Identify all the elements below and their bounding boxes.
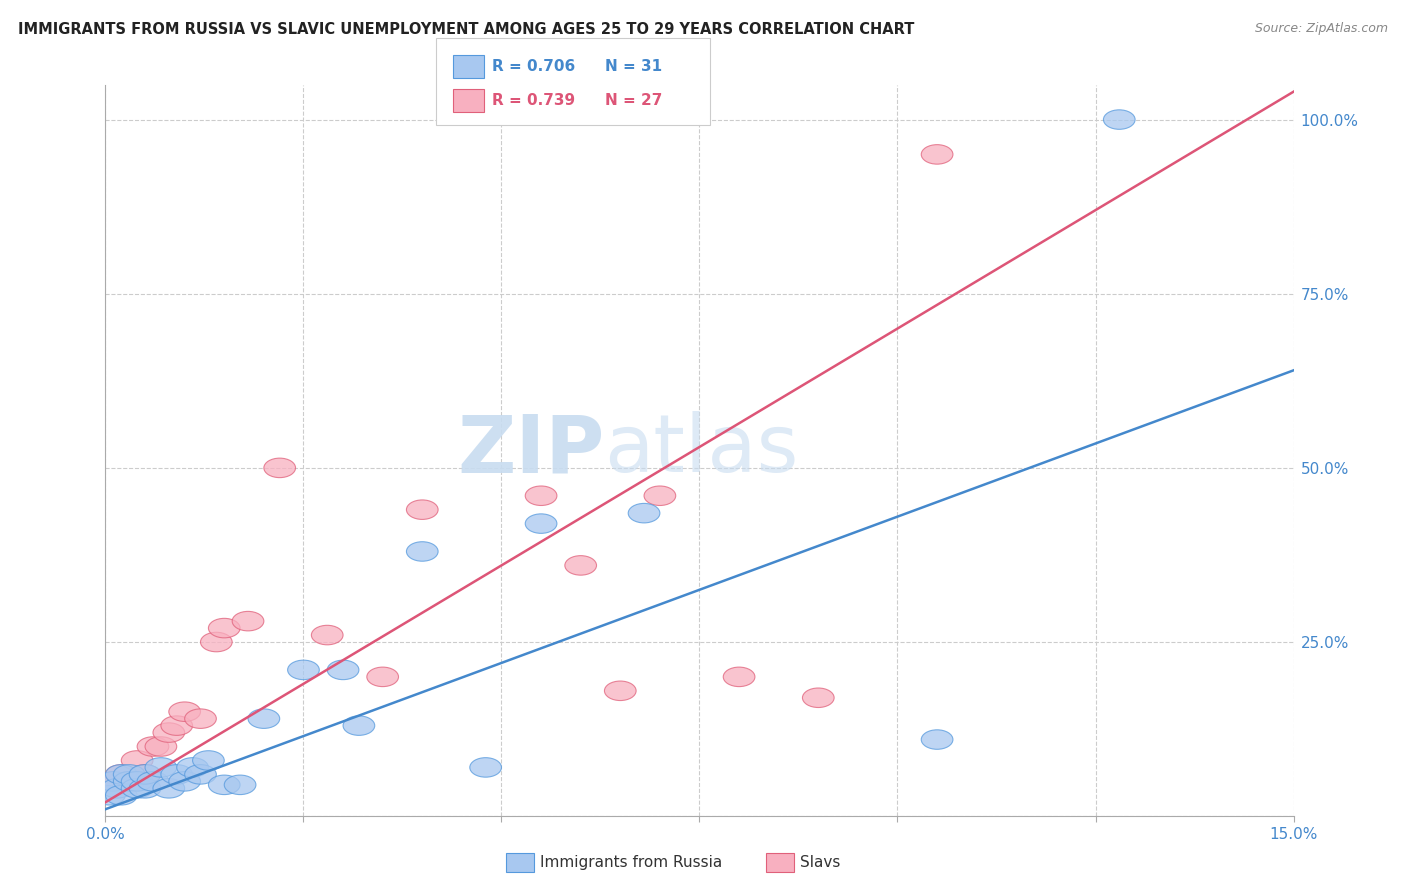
Ellipse shape [526, 514, 557, 533]
Ellipse shape [311, 625, 343, 645]
Ellipse shape [97, 772, 129, 791]
Ellipse shape [328, 660, 359, 680]
Ellipse shape [288, 660, 319, 680]
Ellipse shape [105, 764, 138, 784]
Ellipse shape [105, 764, 138, 784]
Ellipse shape [145, 737, 177, 756]
Text: Immigrants from Russia: Immigrants from Russia [540, 855, 723, 870]
Ellipse shape [406, 541, 439, 561]
Ellipse shape [723, 667, 755, 687]
Ellipse shape [121, 751, 153, 770]
Ellipse shape [114, 772, 145, 791]
Ellipse shape [225, 775, 256, 795]
Ellipse shape [565, 556, 596, 575]
Ellipse shape [343, 716, 375, 735]
Ellipse shape [184, 709, 217, 729]
Ellipse shape [921, 145, 953, 164]
Ellipse shape [803, 688, 834, 707]
Text: Slavs: Slavs [800, 855, 841, 870]
Text: R = 0.706: R = 0.706 [492, 60, 575, 74]
Ellipse shape [208, 618, 240, 638]
Ellipse shape [605, 681, 636, 700]
Ellipse shape [177, 757, 208, 777]
Ellipse shape [644, 486, 676, 506]
Ellipse shape [526, 486, 557, 506]
Ellipse shape [138, 737, 169, 756]
Ellipse shape [1104, 110, 1135, 129]
Ellipse shape [201, 632, 232, 652]
Ellipse shape [169, 702, 201, 722]
Ellipse shape [105, 786, 138, 805]
Ellipse shape [101, 779, 134, 798]
Ellipse shape [129, 764, 160, 784]
Ellipse shape [169, 772, 201, 791]
Ellipse shape [184, 764, 217, 784]
Ellipse shape [94, 786, 125, 805]
Ellipse shape [153, 779, 184, 798]
Ellipse shape [628, 503, 659, 523]
Ellipse shape [114, 764, 145, 784]
Ellipse shape [367, 667, 398, 687]
Ellipse shape [153, 723, 184, 742]
Ellipse shape [160, 716, 193, 735]
Ellipse shape [121, 772, 153, 791]
Text: atlas: atlas [605, 411, 799, 490]
Ellipse shape [247, 709, 280, 729]
Ellipse shape [470, 757, 502, 777]
Ellipse shape [138, 772, 169, 791]
Ellipse shape [114, 772, 145, 791]
Text: N = 27: N = 27 [605, 94, 662, 108]
Ellipse shape [193, 751, 225, 770]
Ellipse shape [232, 611, 264, 631]
Ellipse shape [129, 764, 160, 784]
Text: Source: ZipAtlas.com: Source: ZipAtlas.com [1254, 22, 1388, 36]
Ellipse shape [145, 757, 177, 777]
Ellipse shape [264, 458, 295, 477]
Ellipse shape [921, 730, 953, 749]
Ellipse shape [129, 779, 160, 798]
Text: R = 0.739: R = 0.739 [492, 94, 575, 108]
Text: IMMIGRANTS FROM RUSSIA VS SLAVIC UNEMPLOYMENT AMONG AGES 25 TO 29 YEARS CORRELAT: IMMIGRANTS FROM RUSSIA VS SLAVIC UNEMPLO… [18, 22, 915, 37]
Text: ZIP: ZIP [457, 411, 605, 490]
Ellipse shape [97, 772, 129, 791]
Text: N = 31: N = 31 [605, 60, 662, 74]
Ellipse shape [208, 775, 240, 795]
Ellipse shape [406, 500, 439, 519]
Ellipse shape [121, 779, 153, 798]
Ellipse shape [160, 764, 193, 784]
